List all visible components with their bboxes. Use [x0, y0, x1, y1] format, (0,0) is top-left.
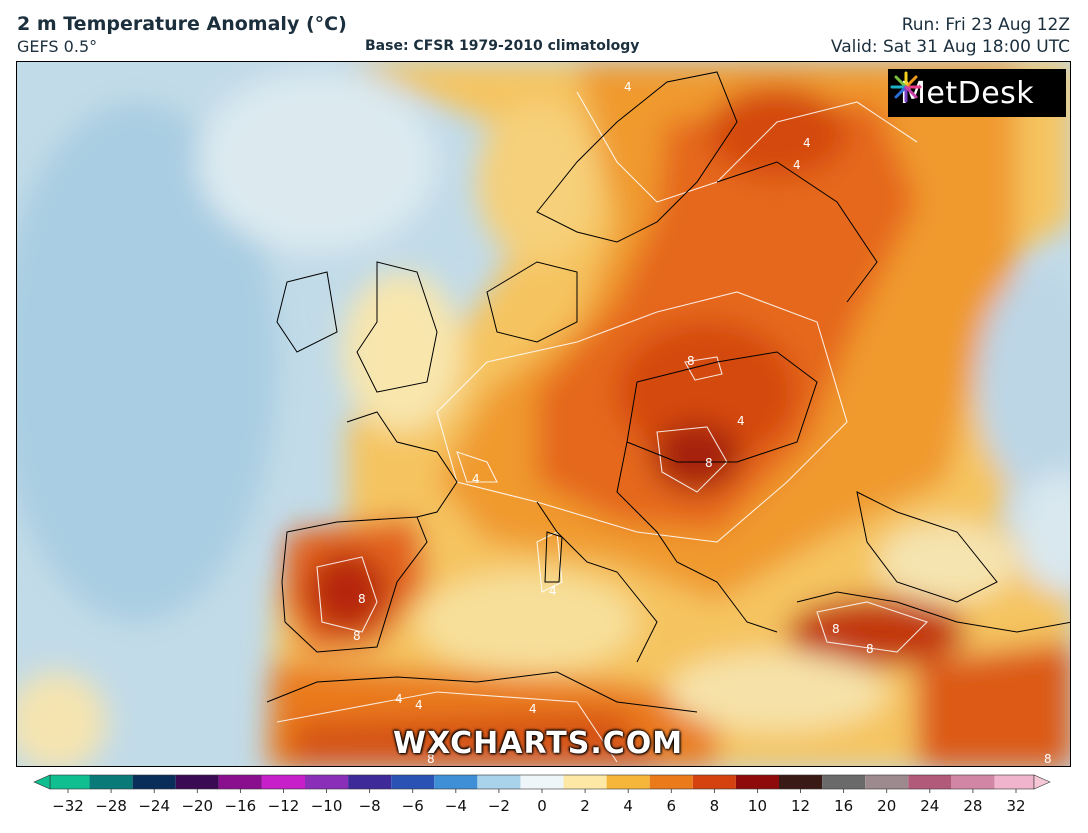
colorbar-segment [692, 775, 736, 789]
model-name: GEFS 0.5° [17, 37, 98, 56]
colorbar-segment [477, 775, 521, 789]
colorbar-max-arrow [1033, 774, 1051, 790]
climatology-base: Base: CFSR 1979-2010 climatology [365, 38, 640, 54]
colorbar-segment [649, 775, 693, 789]
colorbar-tick-label: 12 [790, 797, 811, 815]
colorbar-tick-label: 10 [747, 797, 767, 815]
contour-label: 8 [353, 629, 361, 643]
colorbar-segment [908, 775, 952, 789]
colorbar-tick-label: 6 [666, 797, 677, 815]
map-canvas [17, 62, 1070, 766]
anomaly-field [17, 62, 1070, 766]
metdesk-starburst-icon [890, 71, 922, 103]
contour-label: 4 [624, 80, 632, 94]
colorbar-tick-label: −32 [52, 797, 84, 815]
anomaly-map: 4 4 4 4 4 4 4 4 4 8 8 8 8 8 8 8 8 MetDes… [16, 61, 1071, 767]
colorbar-segment [348, 775, 392, 789]
contour-label: 4 [472, 472, 480, 486]
colorbar-min-arrow [33, 774, 51, 790]
colorbar-segment [951, 775, 995, 789]
colorbar-segment [520, 775, 564, 789]
colorbar-segment [994, 775, 1034, 789]
contour-label: 4 [549, 584, 557, 598]
colorbar-tick-label: 24 [920, 797, 940, 815]
colorbar-tick-label: −12 [267, 797, 300, 815]
contour-label: 4 [395, 692, 403, 706]
colorbar-segment [391, 775, 435, 789]
colorbar-segment [175, 775, 219, 789]
colorbar-tick-label: −28 [95, 797, 127, 815]
colorbar-segment [50, 775, 90, 789]
colorbar-segment [305, 775, 349, 789]
contour-label: 8 [1044, 752, 1052, 766]
colorbar-tick-label: 20 [877, 797, 897, 815]
colorbar-segment [735, 775, 779, 789]
colorbar-segment [434, 775, 478, 789]
chart-title: 2 m Temperature Anomaly (°C) [17, 13, 347, 35]
colorbar-segment [261, 775, 305, 789]
contour-label: 4 [737, 414, 745, 428]
colorbar-tick-label: 2 [580, 797, 590, 815]
colorbar-tick-label: 8 [709, 797, 720, 815]
contour-label: 8 [705, 456, 713, 470]
contour-label: 4 [803, 136, 811, 150]
colorbar-segment [606, 775, 650, 789]
colorbar-tick-label: 32 [1006, 797, 1026, 815]
metdesk-logo: MetDesk [888, 69, 1066, 117]
contour-label: 8 [832, 622, 840, 636]
contour-label: 4 [793, 158, 801, 172]
metdesk-logo-text: MetDesk [900, 75, 1035, 111]
run-time: Run: Fri 23 Aug 12Z [901, 15, 1070, 35]
colorbar [33, 774, 1051, 793]
colorbar-segment [563, 775, 607, 789]
contour-label: 4 [529, 702, 537, 716]
colorbar-tick-label: −2 [487, 797, 510, 815]
colorbar-segment [822, 775, 866, 789]
colorbar-tick-label: −16 [224, 797, 257, 815]
colorbar-tick-label: 4 [623, 797, 633, 815]
colorbar-segment [132, 775, 176, 789]
contour-label: 8 [358, 592, 366, 606]
colorbar-tick-label: −20 [181, 797, 214, 815]
colorbar-segment [89, 775, 133, 789]
valid-time: Valid: Sat 31 Aug 18:00 UTC [830, 37, 1070, 57]
colorbar-tick-label: 16 [834, 797, 854, 815]
colorbar-tick-label: −6 [401, 797, 424, 815]
wxcharts-watermark: WXCHARTS.COM [393, 726, 684, 761]
contour-label: 8 [427, 752, 435, 766]
colorbar-tick-label: −10 [310, 797, 343, 815]
contour-label: 8 [687, 354, 695, 368]
colorbar-segment [218, 775, 262, 789]
colorbar-segment [779, 775, 823, 789]
colorbar-tick-label: −24 [138, 797, 170, 815]
colorbar-segment [865, 775, 909, 789]
colorbar-tick-label: −4 [444, 797, 467, 815]
colorbar-tick-label: 0 [537, 797, 547, 815]
colorbar-tick-label: 28 [963, 797, 983, 815]
contour-label: 8 [866, 642, 874, 656]
coastlines [266, 71, 1070, 713]
colorbar-tick-label: −8 [358, 797, 381, 815]
contour-label: 4 [415, 698, 423, 712]
